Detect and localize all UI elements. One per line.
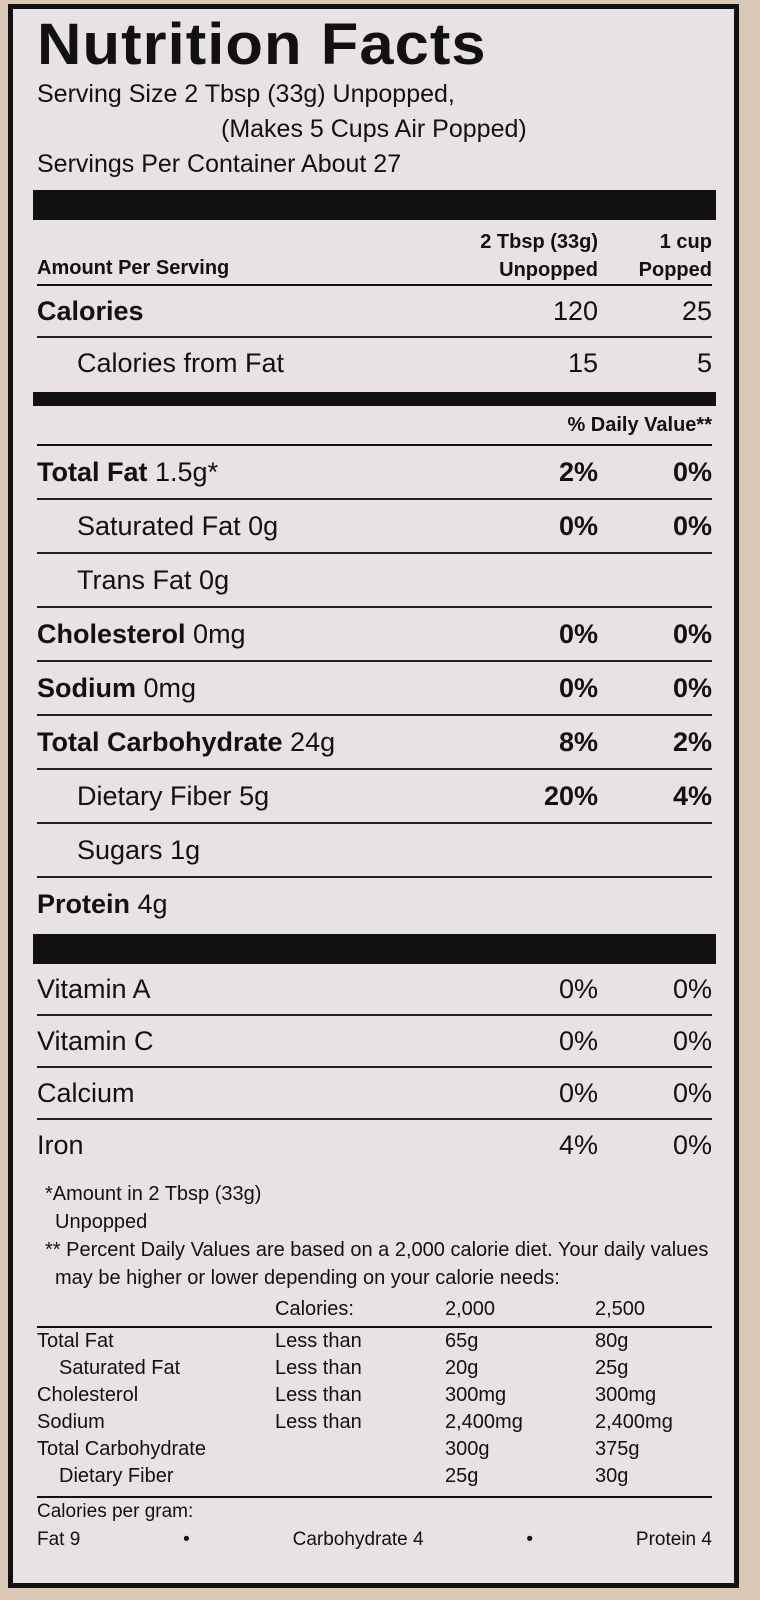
cpg-protein: Protein 4 — [635, 1529, 712, 1550]
calories-2500: 2,500 — [595, 1292, 712, 1328]
calories-per-gram: Calories per gram: Fat 9 • Carbohydrate … — [37, 1496, 712, 1554]
nutrition-label: Nutrition Facts Serving Size 2 Tbsp (33g… — [8, 4, 739, 1588]
vitamin-row: Vitamin A 0% 0% — [37, 964, 712, 1016]
nutrient-row: Trans Fat 0g — [37, 554, 712, 608]
column-unpopped: 2 Tbsp (33g) Unpopped — [480, 231, 598, 281]
calories-row: Calories 120 25 — [37, 286, 712, 338]
vitamin-row: Iron 4% 0% — [37, 1129, 712, 1160]
table-row: Cholesterol Less than 300mg 300mg — [37, 1384, 657, 1406]
column-popped: 1 cup Popped — [638, 231, 712, 281]
divider-thick — [33, 934, 716, 964]
label-title: Nutrition Facts — [37, 12, 487, 77]
serving-size-note: (Makes 5 Cups Air Popped) — [221, 115, 527, 143]
vitamin-row: Vitamin C 0% 0% — [37, 1016, 712, 1068]
daily-value-table: Calories: 2,000 2,500 Total Fat Less than… — [37, 1292, 712, 1490]
cpg-carb: Carbohydrate 4 — [292, 1529, 424, 1550]
table-row: Sodium Less than 2,400mg 2,400mg — [37, 1411, 673, 1433]
table-row: Dietary Fiber 25g 30g — [59, 1465, 629, 1487]
nutrient-row: Sugars 1g — [37, 824, 712, 878]
footnotes: *Amount in 2 Tbsp (33g) Unpopped ** Perc… — [37, 1180, 712, 1292]
bullet: • — [526, 1529, 534, 1550]
nutrient-row: Saturated Fat 0g 0% 0% — [37, 500, 712, 554]
footnote-daily-values: ** Percent Daily Values are based on a 2… — [45, 1239, 709, 1289]
calories-2000: 2,000 — [445, 1292, 595, 1328]
daily-value-header: % Daily Value** — [37, 406, 712, 446]
calories-from-fat-row: Calories from Fat 15 5 — [77, 347, 712, 378]
nutrient-row: Cholesterol 0mg 0% 0% — [37, 608, 712, 662]
vitamin-row: Calcium 0% 0% — [37, 1068, 712, 1120]
nutrient-row: Sodium 0mg 0% 0% — [37, 662, 712, 716]
servings-per-container: Servings Per Container About 27 — [37, 150, 402, 178]
bullet: • — [183, 1529, 190, 1550]
serving-size: Serving Size 2 Tbsp (33g) Unpopped, — [37, 80, 455, 108]
cpg-fat: Fat 9 — [37, 1529, 81, 1550]
nutrient-row: Total Fat 1.5g* 2% 0% — [37, 446, 712, 500]
nutrient-row: Dietary Fiber 5g 20% 4% — [37, 770, 712, 824]
table-row: Saturated Fat Less than 20g 25g — [59, 1357, 629, 1379]
divider-thick — [33, 190, 716, 220]
calories-label: Calories: — [275, 1292, 445, 1328]
column-header: Amount Per Serving 2 Tbsp (33g) Unpopped… — [37, 226, 712, 286]
footnote-amount: *Amount in 2 Tbsp (33g) Unpopped — [45, 1183, 262, 1233]
nutrient-row: Protein 4g — [37, 888, 168, 919]
table-row: Total Fat Less than 65g 80g — [37, 1330, 629, 1352]
amount-per-serving: Amount Per Serving — [37, 257, 230, 279]
divider-medium — [33, 392, 716, 406]
nutrient-row: Total Carbohydrate 24g 8% 2% — [37, 716, 712, 770]
table-row: Total Carbohydrate 300g 375g — [37, 1438, 640, 1460]
